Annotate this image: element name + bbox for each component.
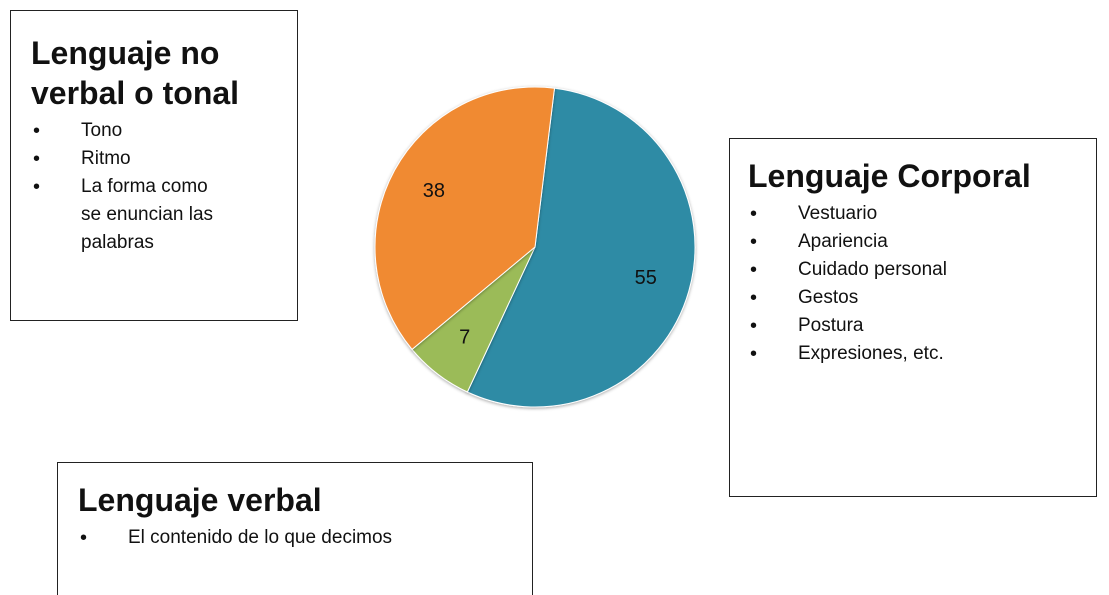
bullet-item: Expresiones, etc.	[748, 340, 1096, 368]
text-box: Lenguaje verbal El contenido de lo que de…	[57, 462, 533, 595]
data-label: 55	[635, 267, 657, 289]
bullet-item: Gestos	[748, 284, 1096, 312]
bullet-item: La forma como se enuncian las palabras	[31, 173, 226, 257]
bullet-item: El contenido de lo que decimos	[78, 524, 532, 552]
bullet-item: Apariencia	[748, 228, 1096, 256]
box-title: Lenguaje Corporal	[748, 158, 1031, 194]
pie-slice	[466, 87, 696, 408]
box-title: Lenguaje no verbal o tonal	[31, 35, 240, 111]
bullet-item: Vestuario	[748, 200, 1096, 228]
box-title: Lenguaje verbal	[78, 482, 322, 518]
pie-slice	[374, 86, 556, 351]
data-label: 38	[423, 180, 445, 202]
bullet-list: VestuarioAparienciaCuidado personalGesto…	[748, 200, 1096, 368]
bullet-item: Tono	[31, 117, 226, 145]
text-box: Lenguaje no verbal o tonalTonoRitmoLa fo…	[10, 10, 298, 321]
bullet-list: El contenido de lo que decimos	[78, 524, 532, 552]
bullet-list: TonoRitmoLa forma como se enuncian las p…	[31, 117, 297, 257]
text-box: Lenguaje Corporal VestuarioAparienciaCuid…	[729, 138, 1097, 497]
data-label: 7	[459, 327, 470, 349]
bullet-item: Ritmo	[31, 145, 226, 173]
bullet-item: Postura	[748, 312, 1096, 340]
bullet-item: Cuidado personal	[748, 256, 1096, 284]
